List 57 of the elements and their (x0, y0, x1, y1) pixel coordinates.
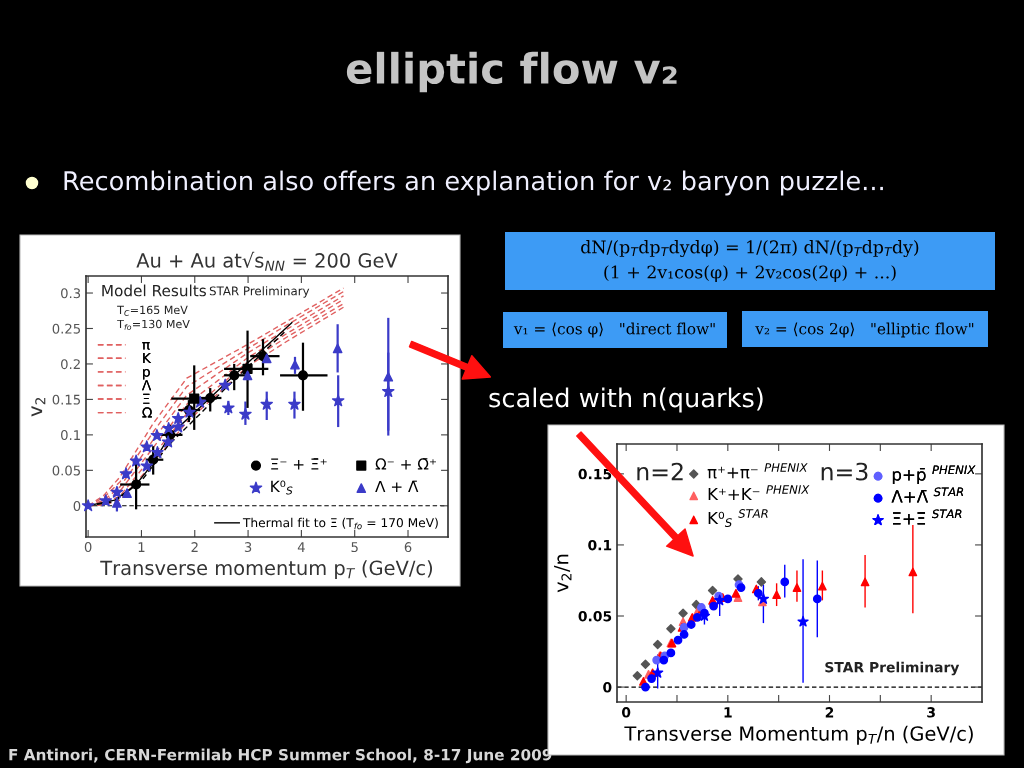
y-tick-label: 0.05 (52, 465, 80, 476)
legend-label: K⁺+K⁻ $^{PHENIX}$ (708, 485, 810, 501)
annotation: Model Results (102, 284, 206, 297)
y-tick-label: 0.3 (61, 288, 81, 299)
x-tick-label: 0 (84, 542, 92, 553)
x-tick-label: 3 (927, 707, 935, 718)
y-tick-label: 0.15 (578, 468, 612, 480)
x-tick-label: 2 (825, 707, 834, 718)
x-tick-label: 1 (724, 707, 732, 718)
annotation: T$_{C}$=165 MeV (117, 305, 188, 316)
text: elliptic flow v₂ (346, 51, 677, 93)
y-axis-title: v$_{2}$/n (554, 554, 572, 593)
annotation: STAR Preliminary (825, 661, 960, 676)
text: Recombination also offers an explanation for v₂ baryon puzzle... (64, 170, 883, 196)
x-tick-label: 2 (191, 542, 198, 552)
legend-label: Λ + Λ̄ (375, 480, 419, 493)
legend-label: Thermal fit to Ξ (T$_{fo}$ = 170 MeV) (242, 517, 438, 530)
legend-label: Ξ+Ξ̄ $^{STAR}$ (893, 509, 962, 525)
x-tick-label: 6 (404, 542, 412, 553)
legend-label: π (142, 341, 150, 350)
text: v₂ = ⟨cos 2φ⟩ "elliptic flow" (755, 322, 974, 338)
x-axis-title: Transverse momentum p$_{T}$ (GeV/c) (100, 560, 433, 579)
text: scaled with n(quarks) (489, 387, 763, 413)
legend-label: Ξ (143, 393, 150, 404)
legend-label: K⁰$_{S}$ $^{STAR}$ (708, 509, 768, 528)
x-axis-title: Transverse Momentum p$_{T}$/n (GeV/c) (624, 725, 973, 745)
legend-label: π⁺+π⁻ $^{PHENIX}$ (707, 463, 808, 479)
chart-title: Au + Au at√s$_{NN}$ = 200 GeV (136, 251, 398, 271)
x-tick-label: 5 (351, 542, 358, 553)
annotation: T$_{fo}$=130 MeV (117, 319, 190, 330)
legend-label: Λ (141, 380, 152, 391)
legend-label: Ξ⁻ + Ξ̄⁺ (271, 458, 327, 470)
y-tick-label: 0 (603, 682, 612, 693)
annotation: n=3 (821, 462, 868, 481)
legend-label: p (143, 368, 150, 380)
y-tick-label: 0.1 (588, 539, 612, 551)
legend-label: Ω⁻ + Ω̄⁺ (375, 458, 436, 470)
annotation: STAR Preliminary (209, 286, 310, 298)
y-tick-label: 0.2 (61, 359, 80, 370)
y-tick-label: 0 (73, 501, 81, 511)
text: v₁ = ⟨cos φ⟩ "direct flow" (513, 322, 715, 338)
y-tick-label: 0.25 (52, 323, 80, 334)
y-tick-label: 0.1 (61, 430, 80, 441)
y-tick-label: 0.05 (578, 610, 612, 622)
x-tick-label: 4 (297, 542, 305, 552)
legend-label: K (143, 353, 152, 364)
legend-label: p+p̄ $^{PHENIX}$ (892, 465, 976, 484)
text: dN/(p$_{T}$dp$_{T}$dydφ) = 1/(2π) dN/(p$_{T}$dp$_{T}$dy) (1 + 2v₁cos(φ) + 2v₂cos(2φ) + ...) (581, 240, 919, 282)
legend-label: Ω (142, 407, 152, 418)
x-tick-label: 0 (621, 707, 631, 718)
legend-label: Λ+Λ̄ $^{STAR}$ (891, 487, 964, 503)
y-tick-label: 0.15 (52, 394, 80, 405)
annotation: n=2 (637, 462, 683, 481)
legend-label: K⁰$_{S}$ (271, 480, 293, 495)
y-axis-title: v$_{2}$ (31, 398, 46, 417)
x-tick-label: 3 (244, 542, 252, 553)
x-tick-label: 1 (138, 542, 145, 552)
